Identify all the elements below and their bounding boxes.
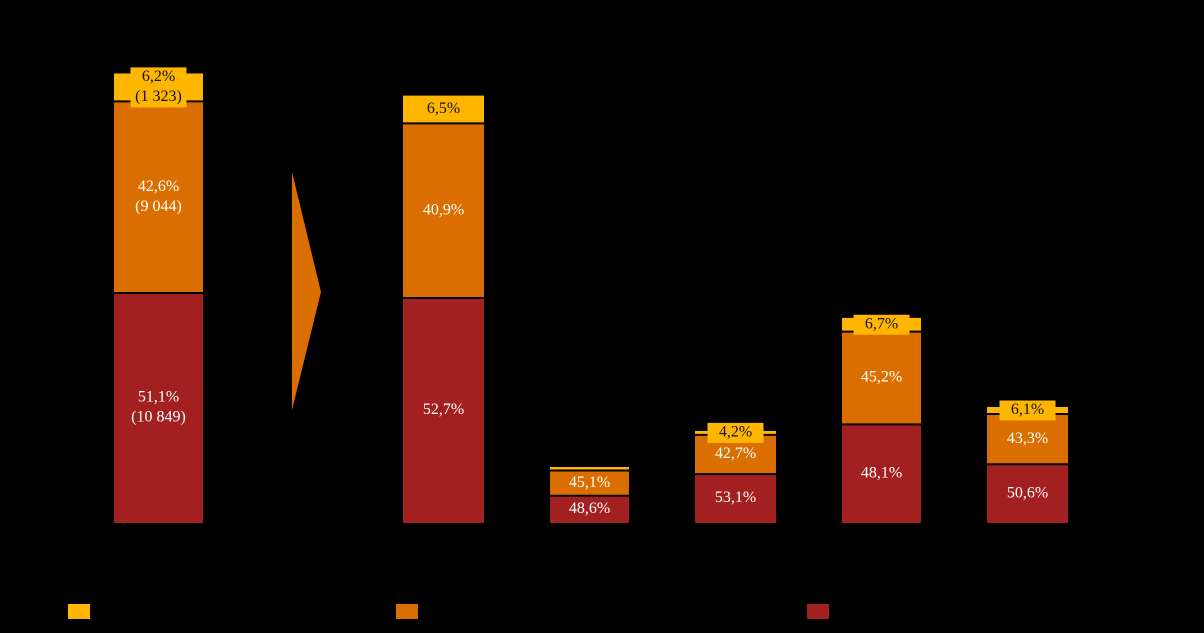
bar-segment (842, 424, 921, 523)
data-label: 53,1% (715, 489, 756, 506)
bar-segment (114, 293, 203, 523)
data-label: 6,1% (1011, 401, 1044, 418)
arrow (292, 172, 321, 410)
bar-segment (842, 331, 921, 425)
count-label: (1 323) (135, 88, 182, 105)
bar-segment (550, 467, 629, 471)
label-background (999, 400, 1056, 421)
label-background (853, 314, 910, 335)
label-background (707, 422, 764, 443)
data-label: 6,2% (142, 68, 175, 85)
data-label: 48,1% (861, 464, 902, 481)
bar-segment (403, 95, 484, 124)
bar-segment (114, 101, 203, 294)
label-background (130, 67, 187, 108)
data-label: 40,9% (423, 201, 464, 218)
data-label: 45,1% (569, 474, 610, 491)
bar-segment (987, 414, 1068, 465)
count-label: (10 849) (131, 409, 186, 426)
data-label: 42,6% (138, 178, 179, 195)
legend-swatch (396, 604, 418, 619)
bar-segment (403, 297, 484, 523)
bar-segment (550, 495, 629, 523)
data-label: 52,7% (423, 401, 464, 418)
data-label: 48,6% (569, 500, 610, 517)
data-label: 43,3% (1007, 430, 1048, 447)
data-label: 51,1% (138, 389, 179, 406)
data-label: 45,2% (861, 369, 902, 386)
bar-segment (695, 474, 776, 523)
data-label: 6,7% (865, 315, 898, 332)
legend-swatch (807, 604, 829, 619)
data-label: 6,5% (427, 100, 460, 117)
bar-segment (987, 464, 1068, 523)
data-label: 50,6% (1007, 484, 1048, 501)
legend-swatch (68, 604, 90, 619)
count-label: (9 044) (135, 198, 182, 215)
bar-segment (550, 470, 629, 496)
data-label: 4,2% (719, 424, 752, 441)
bar-segment (403, 123, 484, 298)
data-label: 42,7% (715, 445, 756, 462)
